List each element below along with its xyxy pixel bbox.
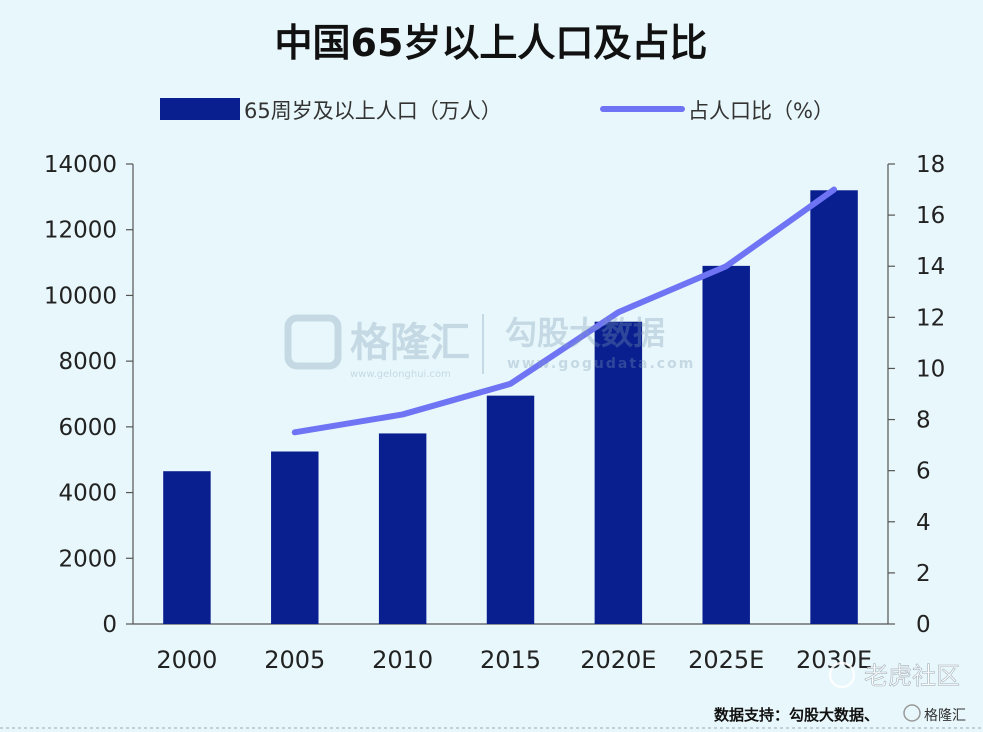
right-tick-label: 10 [916,356,945,382]
x-tick-label: 2030E [796,646,872,674]
left-tick-label: 4000 [58,481,117,507]
gelonghui-watermark-text: 格隆汇 [350,320,470,366]
x-tick-label: 2025E [688,646,764,674]
right-tick-label: 18 [916,152,945,178]
legend-swatch-bars [160,98,240,120]
left-tick-label: 10000 [44,283,117,309]
legend-label-line: 占人口比（%） [688,99,834,123]
right-tick-label: 0 [916,612,931,638]
gogudata-watermark-url: www.gogudata.com [507,356,695,372]
legend-label-bars: 65周岁及以上人口（万人） [244,99,502,123]
line-series [291,186,838,436]
bar [271,451,319,624]
gelonghui-logo-icon [284,314,342,370]
bar [163,471,211,624]
bar [594,321,643,624]
bar [702,265,750,624]
left-tick-label: 0 [102,612,117,638]
right-tick-label: 4 [916,510,931,536]
source-note: 数据支持：勾股大数据、 [714,706,879,724]
x-tick-label: 2015 [480,646,541,674]
corner-watermark: 格隆汇 [903,704,966,724]
line-path [291,186,838,436]
left-tick-label: 6000 [58,415,117,441]
chart-title: 中国65岁以上人口及占比 [275,21,708,65]
x-tick-label: 2005 [264,646,325,674]
right-tick-label: 2 [916,561,931,587]
legend: 65周岁及以上人口（万人） 占人口比（%） [160,98,834,123]
left-tick-label: 14000 [44,152,117,178]
x-tick-label: 2020E [580,646,656,674]
right-tick-label: 16 [916,203,945,229]
x-tick-label: 2010 [372,646,433,674]
right-tick-label: 14 [916,254,945,280]
right-tick-label: 6 [916,459,931,485]
right-tick-label: 12 [916,305,945,331]
left-axis-ticks: 0 2000 4000 6000 8000 10000 12000 14000 [44,152,133,638]
gelonghui-watermark: 格隆汇 www.gelonghui.com 勾股大数据 www.gogudata… [284,314,695,380]
tiger-watermark: 老虎社区 [828,661,960,690]
tiger-logo-icon [828,661,856,689]
right-axis-ticks: 0 2 4 6 8 10 12 14 16 18 [888,152,945,638]
bar [810,190,858,625]
left-tick-label: 8000 [58,349,117,375]
right-tick-label: 8 [916,408,931,434]
tiger-watermark-text: 老虎社区 [864,662,960,690]
gelonghui-watermark-url: www.gelonghui.com [350,369,451,380]
gogudata-watermark-text: 勾股大数据 [505,314,665,352]
bar [486,395,535,624]
corner-watermark-text: 格隆汇 [924,708,966,724]
x-axis-ticks: 2000 2005 2010 2015 2020E 2025E 2030E [156,646,872,674]
left-tick-label: 12000 [44,218,117,244]
x-tick-label: 2000 [156,646,217,674]
left-tick-label: 2000 [58,546,117,572]
bar-series [163,190,858,625]
corner-logo-icon [903,704,921,722]
bar [378,433,427,624]
